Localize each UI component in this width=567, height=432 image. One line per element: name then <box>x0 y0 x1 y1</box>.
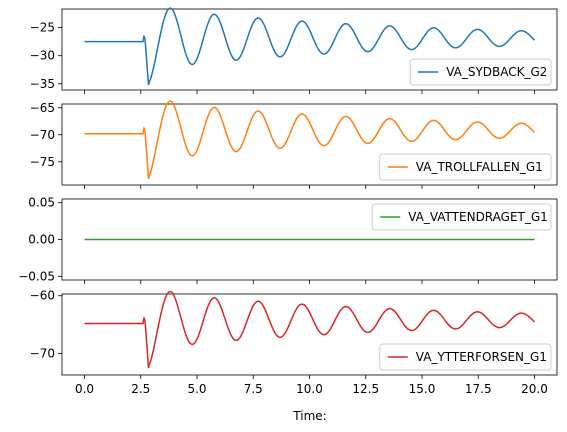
series-line <box>84 100 536 180</box>
y-tick-label: −75 <box>30 155 55 169</box>
subplot-2: −65 −70 −75 VA_TROLLFALLEN_G1 <box>30 100 558 189</box>
x-tick-label: 10.0 <box>296 382 323 396</box>
legend: VA_TROLLFALLEN_G1 <box>379 153 552 181</box>
legend-box <box>371 203 552 231</box>
subplot-4: −60 −70 0.0 2.5 5.0 7.5 10.0 12.5 15.0 17.5 20.0 VA… <box>30 289 558 396</box>
legend-label: VA_TROLLFALLEN_G1 <box>416 160 543 174</box>
y-tick-label: −25 <box>30 21 55 35</box>
legend-box <box>379 153 552 181</box>
y-tick-label: −70 <box>30 128 55 142</box>
x-tick-label: 15.0 <box>409 382 436 396</box>
legend: VA_YTTERFORSEN_G1 <box>379 343 552 371</box>
x-tick-label: 0.0 <box>75 382 94 396</box>
legend-label: VA_VATTENDRAGET_G1 <box>408 210 548 224</box>
y-tick-label: −35 <box>30 77 55 91</box>
y-tick-label: −60 <box>30 289 55 303</box>
subplot-1: −25 −30 −35 VA_SYDBACK_G2 <box>30 7 558 94</box>
legend-label: VA_SYDBACK_G2 <box>446 65 547 79</box>
y-tick-label: −0.05 <box>18 269 55 283</box>
y-tick-label: −70 <box>30 347 55 361</box>
x-tick-label: 5.0 <box>187 382 206 396</box>
x-tick-label: 20.0 <box>521 382 548 396</box>
x-axis-label: Time: <box>292 409 326 423</box>
series-line <box>84 290 536 369</box>
legend-box <box>379 343 552 371</box>
y-tick-label: 0.05 <box>28 196 55 210</box>
legend: VA_VATTENDRAGET_G1 <box>371 203 552 231</box>
legend-box <box>409 58 552 86</box>
subplots: −25 −30 −35 VA_SYDBACK_G2 −65 −70 −75 VA_TROLLF… <box>18 7 558 396</box>
x-tick-label: 17.5 <box>465 382 492 396</box>
x-tick-label: 7.5 <box>244 382 263 396</box>
y-tick-label: 0.00 <box>28 233 55 247</box>
y-tick-label: −65 <box>30 101 55 115</box>
legend-label: VA_YTTERFORSEN_G1 <box>416 350 547 364</box>
series-line <box>84 7 536 86</box>
x-tick-label: 12.5 <box>352 382 379 396</box>
y-tick-label: −30 <box>30 49 55 63</box>
x-tick-label: 2.5 <box>131 382 150 396</box>
legend: VA_SYDBACK_G2 <box>409 58 552 86</box>
subplot-3: 0.05 0.00 −0.05 VA_VATTENDRAGET_G1 <box>18 196 558 284</box>
